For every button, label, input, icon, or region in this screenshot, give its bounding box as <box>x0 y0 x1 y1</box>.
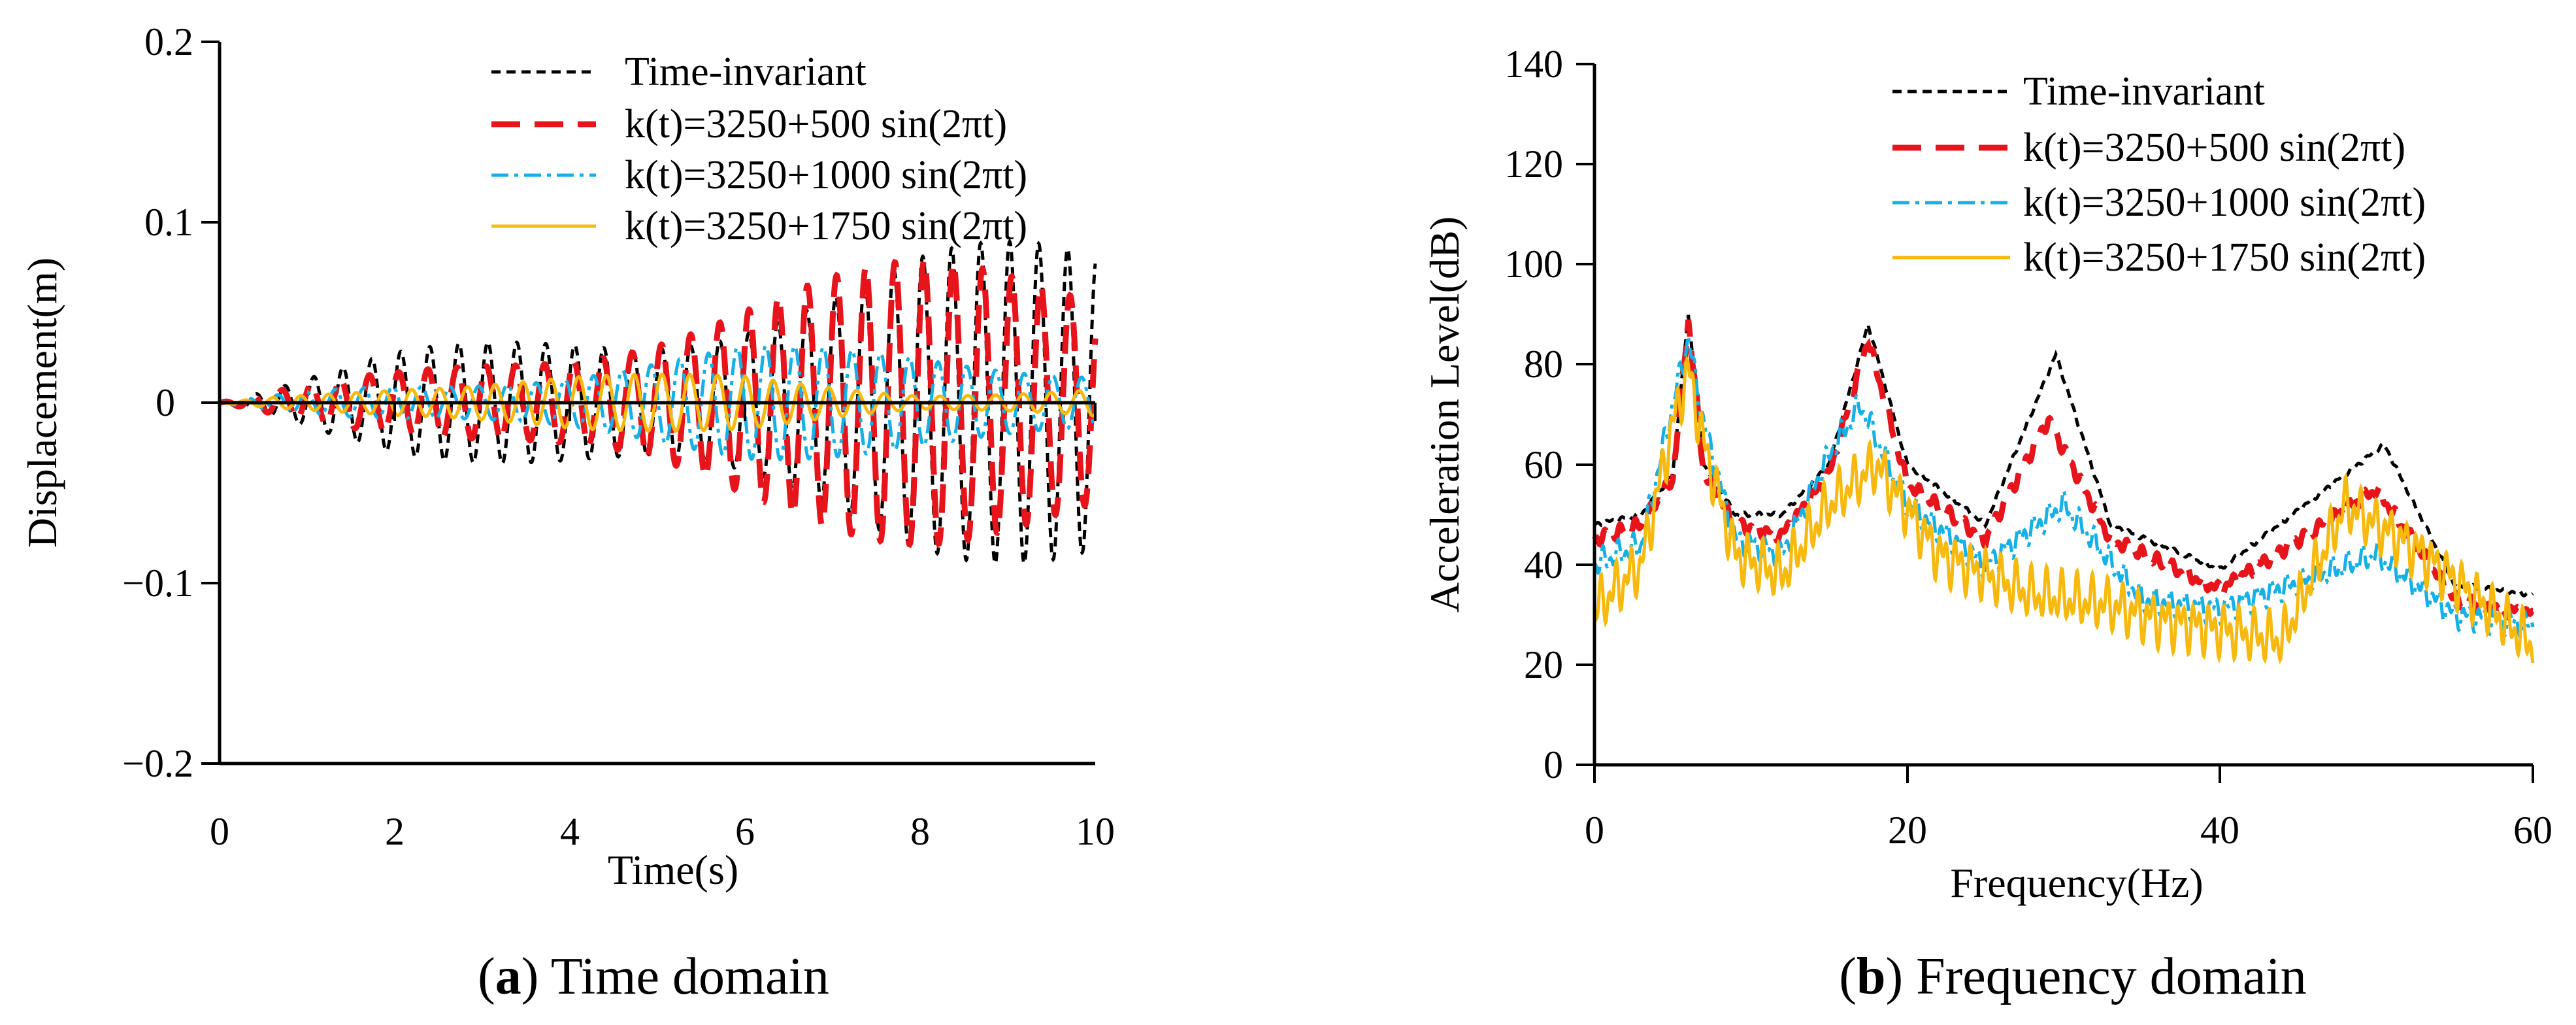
panel-b-xtick-2: 40 <box>2200 809 2239 852</box>
panel-a-xtick-0: 0 <box>210 810 229 853</box>
panel-a-legend-label-1: k(t)=3250+500 sin(2πt) <box>625 102 1007 146</box>
panel-a-series-k500 <box>219 256 1098 548</box>
panel-a-ytick-3: −0.1 <box>122 562 193 605</box>
panel-b-ytick-0: 140 <box>1504 42 1563 86</box>
panel-b-legend: Time-invariant k(t)=3250+500 sin(2πt) k(… <box>1892 69 2426 280</box>
panel-b-xtick-1: 20 <box>1888 809 1927 852</box>
panel-b-ytick-6: 20 <box>1524 643 1563 686</box>
panel-a: 0.2 0.1 0 −0.1 −0.2 0 2 4 6 8 10 Time(s)… <box>19 20 1115 1005</box>
panel-a-caption-letter: a <box>495 948 521 1005</box>
panel-a-series-k1750 <box>220 372 1097 433</box>
panel-b-legend-label-1: k(t)=3250+500 sin(2πt) <box>2023 126 2405 170</box>
panel-a-xlabel: Time(s) <box>608 847 738 893</box>
panel-a-xtick-4: 8 <box>910 810 930 853</box>
panel-a-caption: (a) Time domain <box>478 948 829 1005</box>
panel-a-legend-label-0: Time-invariant <box>625 50 867 94</box>
panel-b-ytick-1: 120 <box>1504 143 1563 186</box>
panel-b-xtick-3: 60 <box>2513 809 2552 852</box>
panel-b-legend-label-2: k(t)=3250+1000 sin(2πt) <box>2023 180 2426 225</box>
panel-a-ytick-4: −0.2 <box>122 742 193 785</box>
panel-b-legend-label-0: Time-invariant <box>2023 69 2265 114</box>
panel-b-ytick-7: 0 <box>1544 743 1563 786</box>
panel-a-series <box>219 239 1098 566</box>
panel-b-ylabel: Acceleration Level(dB) <box>1421 216 1468 613</box>
panel-b-series-k1000 <box>1593 335 2535 640</box>
panel-a-legend-label-3: k(t)=3250+1750 sin(2πt) <box>625 204 1027 248</box>
panel-b-series-time-invariant <box>1594 314 2534 598</box>
panel-a-ytick-0: 0.2 <box>144 20 193 63</box>
panel-b-ytick-3: 80 <box>1524 343 1563 386</box>
panel-a-legend: Time-invariant k(t)=3250+500 sin(2πt) k(… <box>491 50 1027 248</box>
panel-b-ticks <box>1576 63 2534 783</box>
panel-b-caption-letter: b <box>1857 948 1886 1005</box>
panel-a-ytick-1: 0.1 <box>144 201 193 244</box>
panel-a-xtick-2: 4 <box>560 810 580 853</box>
panel-a-ylabel: Displacement(m) <box>19 258 65 548</box>
panel-b-xlabel: Frequency(Hz) <box>1950 860 2203 906</box>
panel-b-ytick-2: 100 <box>1504 243 1563 286</box>
panel-b-ytick-4: 60 <box>1524 443 1563 486</box>
panel-a-ytick-2: 0 <box>156 381 175 424</box>
panel-a-xtick-3: 6 <box>735 810 755 853</box>
panel-b-legend-label-3: k(t)=3250+1750 sin(2πt) <box>2023 235 2426 280</box>
panel-b-caption-text: ) Frequency domain <box>1885 948 2306 1005</box>
panel-b-series <box>1592 314 2535 665</box>
panel-a-xtick-1: 2 <box>385 810 405 853</box>
panel-b: 140 120 100 80 60 40 20 0 0 20 40 60 Fre… <box>1421 42 2552 1005</box>
panel-b-series-k1750 <box>1593 355 2535 665</box>
panel-a-legend-label-2: k(t)=3250+1000 sin(2πt) <box>625 153 1027 197</box>
panel-b-caption: (b) Frequency domain <box>1839 948 2306 1005</box>
panel-b-series-k500 <box>1592 319 2535 624</box>
panel-b-ytick-5: 40 <box>1524 543 1563 586</box>
panel-a-ticks <box>201 41 1097 765</box>
panel-b-xtick-0: 0 <box>1585 809 1604 852</box>
panel-a-xtick-5: 10 <box>1076 810 1115 853</box>
panel-a-caption-text: ) Time domain <box>521 948 829 1005</box>
